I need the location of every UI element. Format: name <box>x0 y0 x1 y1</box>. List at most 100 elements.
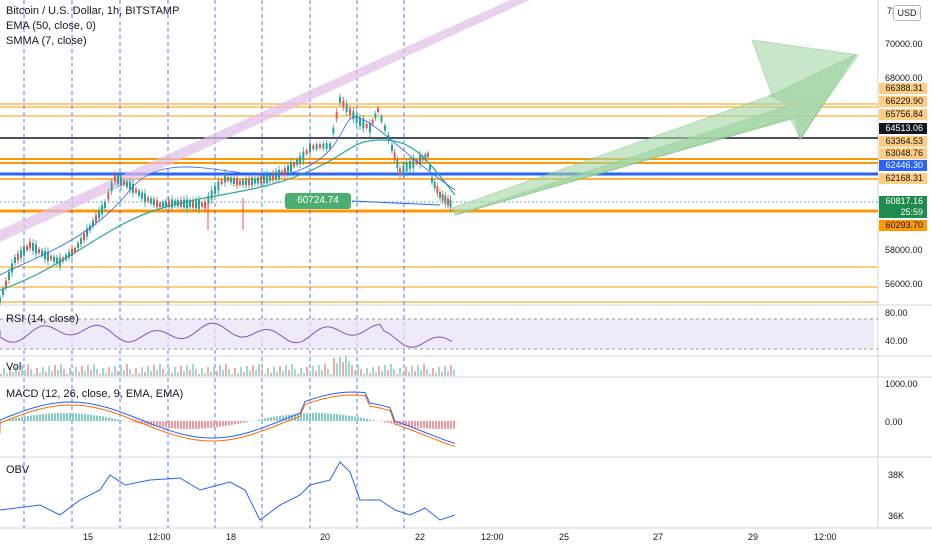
volume-bar <box>282 371 284 376</box>
time-tick: 27 <box>653 532 664 542</box>
macd-histogram-bar <box>102 416 104 421</box>
volume-bar <box>111 372 113 376</box>
volume-bar <box>195 369 197 376</box>
price-tag: 63364.53 <box>879 136 927 147</box>
macd-histogram-bar <box>381 421 383 422</box>
macd-histogram-bar <box>405 421 407 427</box>
time-tick: 29 <box>748 532 759 542</box>
volume-bar <box>63 369 65 376</box>
volume-bar <box>189 370 191 376</box>
price-range-label[interactable]: 60724.74 <box>285 193 351 209</box>
volume-bar <box>318 365 320 376</box>
time-tick: 20 <box>320 532 331 542</box>
macd-histogram-bar <box>75 413 77 421</box>
volume-bar <box>234 368 236 376</box>
macd-histogram-bar <box>396 421 398 425</box>
macd-histogram-bar <box>60 413 62 421</box>
candle-body <box>290 162 292 172</box>
volume-bar <box>363 374 365 376</box>
macd-pane <box>0 391 456 447</box>
candle-body <box>329 143 331 149</box>
volume-bar <box>276 372 278 376</box>
macd-histogram-bar <box>81 413 83 421</box>
macd-histogram-bar <box>270 417 272 421</box>
macd-histogram-bar <box>234 421 236 425</box>
macd-histogram-bar <box>198 421 200 429</box>
volume-bar <box>48 366 50 376</box>
obv-legend[interactable]: OBV <box>6 464 30 476</box>
macd-histogram-bar <box>276 416 278 421</box>
macd-histogram-bar <box>216 421 218 428</box>
macd-histogram-bar <box>369 419 371 421</box>
candle-body <box>98 210 100 219</box>
measure-line <box>351 200 441 206</box>
macd-legend[interactable]: MACD (12, 26, close, 9, EMA, EMA) <box>6 388 184 400</box>
macd-histogram-bar <box>219 421 221 427</box>
macd-histogram-bar <box>99 416 101 421</box>
macd-histogram-bar <box>12 418 14 421</box>
candle-body <box>86 228 88 237</box>
macd-histogram-bar <box>192 421 194 429</box>
macd-histogram-bar <box>153 421 155 427</box>
volume-bar <box>57 370 59 376</box>
volume-bar <box>393 369 395 376</box>
volume-bar <box>423 364 425 376</box>
macd-histogram-bar <box>228 421 230 426</box>
macd-histogram-bar <box>174 421 176 429</box>
volume-bar <box>252 365 254 376</box>
macd-histogram-bar <box>300 413 302 421</box>
candle-body <box>104 202 106 208</box>
price-tag: 62168.31 <box>879 173 927 184</box>
symbol-title[interactable]: Bitcoin / U.S. Dollar, 1h, BITSTAMP <box>6 5 180 17</box>
volume-bar <box>81 366 83 376</box>
volume-bar <box>12 372 14 376</box>
volume-bar <box>192 364 194 376</box>
volume-bar <box>246 366 248 376</box>
projection-arrow[interactable] <box>451 39 859 216</box>
macd-histogram-bar <box>72 413 74 421</box>
volume-legend[interactable]: Vol <box>6 361 22 373</box>
candle-body <box>312 145 315 150</box>
candle-body <box>132 183 134 193</box>
candle-body <box>342 100 345 108</box>
macd-histogram-bar <box>159 421 161 427</box>
candle-body <box>186 199 188 209</box>
volume-bar <box>249 371 251 376</box>
currency-button[interactable]: USD <box>893 5 921 21</box>
rsi-band <box>0 319 874 349</box>
volume-bar <box>240 367 242 376</box>
volume-bar <box>288 370 290 376</box>
candle-body <box>23 246 25 256</box>
candle-body <box>287 165 289 174</box>
candle-body <box>257 177 259 184</box>
volume-bar <box>144 372 146 376</box>
candle-body <box>107 192 110 200</box>
ema-legend[interactable]: EMA (50, close, 0) <box>6 20 96 32</box>
volume-bar <box>396 374 398 376</box>
smma-legend[interactable]: SMMA (7, close) <box>6 35 87 47</box>
macd-histogram-bar <box>15 418 17 421</box>
candle-body <box>204 201 206 209</box>
volume-bar <box>0 374 2 376</box>
candle-body <box>44 251 46 259</box>
candle-body <box>183 199 185 208</box>
macd-histogram-bar <box>309 413 311 421</box>
volume-bar <box>237 373 239 376</box>
rsi-legend[interactable]: RSI (14, close) <box>6 313 79 325</box>
macd-histogram-bar <box>144 421 146 425</box>
volume-bar <box>186 365 188 376</box>
volume-bar <box>75 367 77 376</box>
volume-bar <box>150 371 152 376</box>
candle-body <box>117 175 119 184</box>
candle-body <box>50 255 52 260</box>
candle-body <box>153 199 155 206</box>
macd-histogram-bar <box>414 421 416 428</box>
volume-bar <box>294 369 296 376</box>
macd-histogram-bar <box>96 415 98 421</box>
macd-histogram-bar <box>69 413 71 421</box>
volume-bar <box>204 373 206 376</box>
macd-histogram-bar <box>204 421 206 429</box>
signal-line <box>0 394 456 447</box>
macd-histogram-bar <box>282 415 284 421</box>
